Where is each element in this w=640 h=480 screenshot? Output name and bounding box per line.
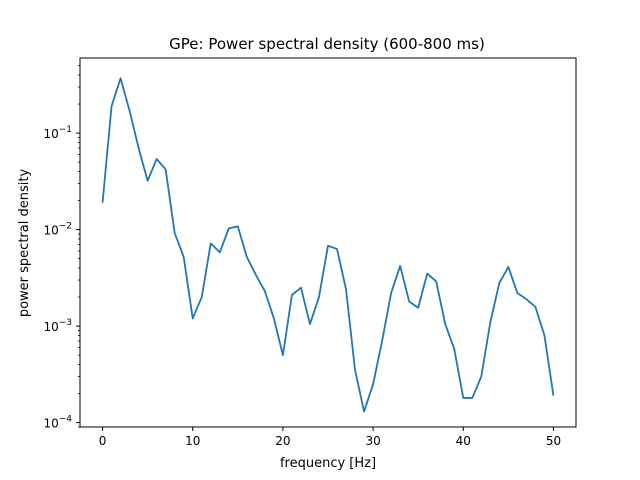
x-tick-label-10: 10 bbox=[185, 434, 200, 448]
x-tick-label-30: 30 bbox=[365, 434, 380, 448]
y-tick-label-0: 10−4 bbox=[43, 415, 72, 431]
x-tick-label-40: 40 bbox=[456, 434, 471, 448]
x-tick-label-50: 50 bbox=[546, 434, 561, 448]
x-axis-label: frequency [Hz] bbox=[280, 456, 376, 471]
plot-area bbox=[101, 77, 555, 413]
x-tick-label-0: 0 bbox=[99, 434, 107, 448]
y-tick-label-1: 10−3 bbox=[43, 318, 72, 334]
x-tick-label-20: 20 bbox=[275, 434, 290, 448]
axes-frame bbox=[79, 57, 577, 428]
y-tick-label-3: 10−1 bbox=[43, 125, 72, 141]
y-axis-label: power spectral density bbox=[17, 169, 32, 318]
y-tick-label-2: 10−2 bbox=[43, 222, 72, 238]
chart-title: GPe: Power spectral density (600-800 ms) bbox=[169, 35, 485, 53]
series-line-0 bbox=[101, 77, 555, 413]
